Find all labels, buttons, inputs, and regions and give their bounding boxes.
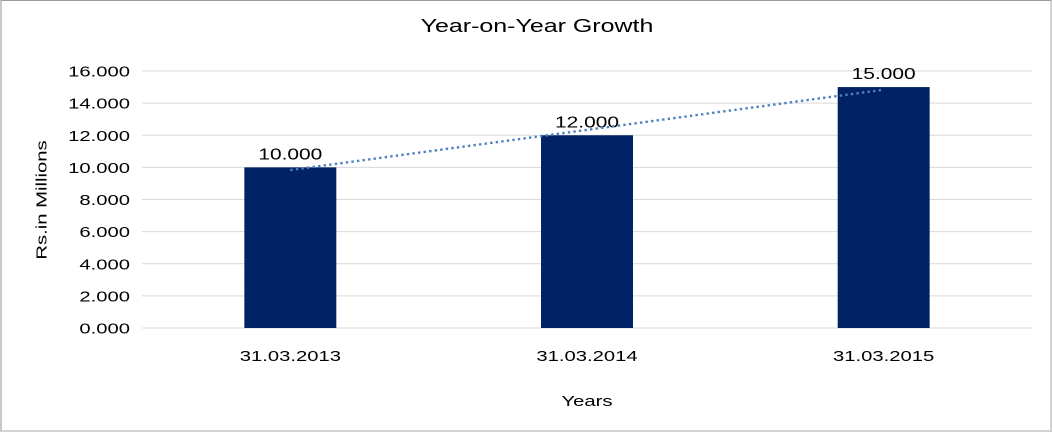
- bar-value-label: 10.000: [258, 145, 322, 163]
- bar: [837, 87, 930, 328]
- y-tick-label: 2.000: [79, 288, 130, 305]
- y-tick-label: 16.000: [68, 63, 130, 80]
- trendline: [290, 88, 884, 172]
- bar-value-label: 12.000: [555, 113, 619, 131]
- y-tick-label: 14.000: [68, 95, 130, 112]
- y-tick-label: 0.000: [79, 320, 130, 337]
- bar: [541, 135, 633, 328]
- chart-title: Year-on-Year Growth: [420, 15, 654, 36]
- x-tick-label: 31.03.2015: [833, 348, 934, 365]
- x-axis-title: Years: [561, 393, 613, 410]
- bar: [244, 167, 337, 328]
- x-tick-label: 31.03.2013: [240, 348, 341, 365]
- y-tick-label: 4.000: [79, 256, 130, 273]
- x-tick-label: 31.03.2014: [536, 348, 637, 365]
- y-tick-label: 6.000: [79, 224, 130, 241]
- bar-value-label: 15.000: [852, 65, 916, 83]
- y-tick-label: 8.000: [79, 192, 130, 209]
- y-tick-label: 12.000: [68, 127, 130, 144]
- y-tick-label: 10.000: [68, 159, 130, 176]
